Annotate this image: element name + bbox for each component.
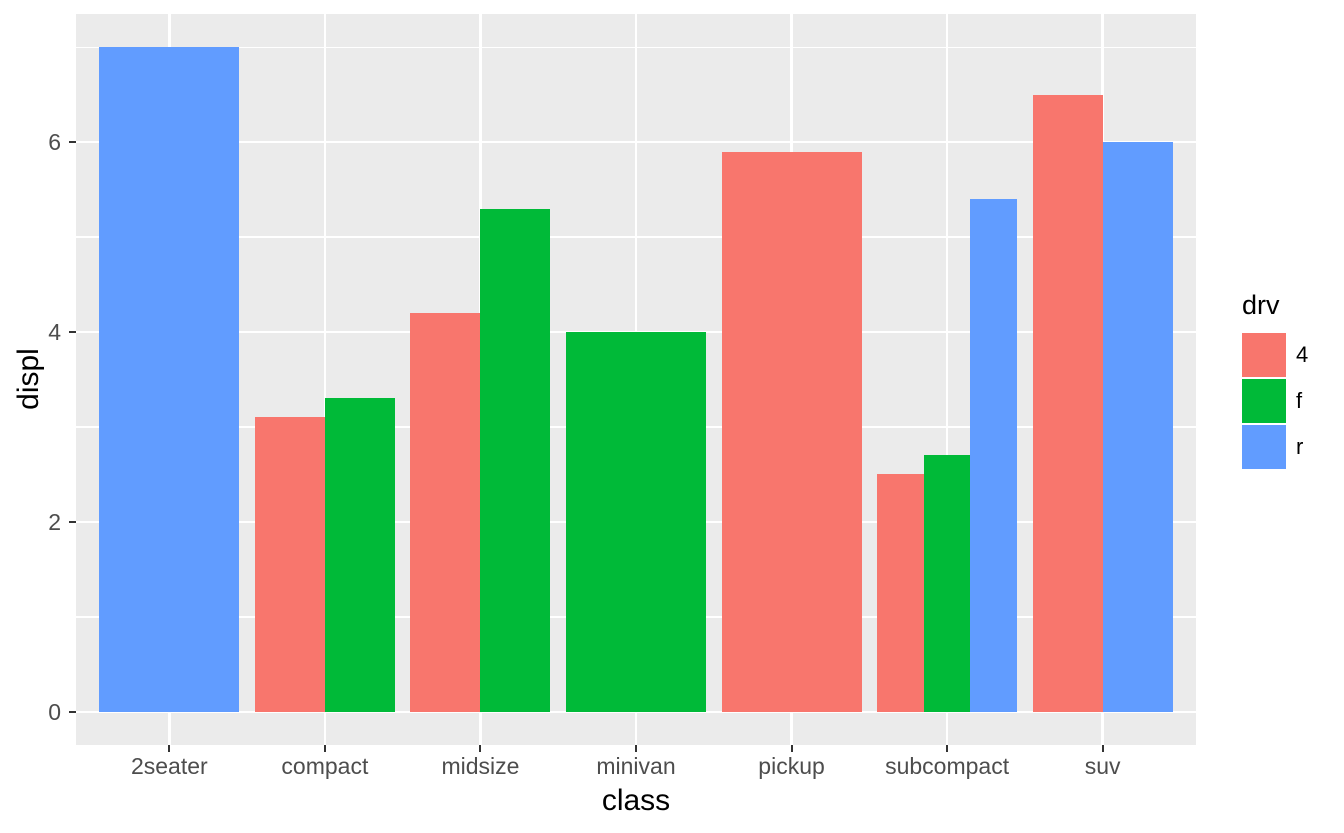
x-tick-mark	[946, 745, 949, 752]
y-tick-label: 2	[48, 508, 61, 535]
bar-2seater-drv-r	[99, 47, 240, 712]
y-tick-label: 6	[48, 129, 61, 156]
y-tick-label: 0	[48, 698, 61, 725]
bar-compact-drv-4	[254, 417, 325, 712]
bar-subcompact-drv-f	[923, 455, 971, 712]
bar-midsize-drv-f	[480, 208, 551, 712]
y-tick-mark	[69, 520, 76, 523]
bar-suv-drv-4	[1032, 94, 1103, 712]
x-tick-mark	[168, 745, 171, 752]
legend-entry-4: 4	[1242, 333, 1344, 377]
legend-title: drv	[1242, 290, 1280, 320]
legend-key-label: r	[1296, 434, 1304, 459]
x-tick-mark	[1101, 745, 1104, 752]
x-tick-label-pickup: pickup	[758, 753, 825, 779]
bar-pickup-drv-4	[721, 151, 862, 712]
x-tick-label-compact: compact	[281, 753, 369, 779]
x-tick-label-midsize: midsize	[441, 753, 520, 779]
bar-suv-drv-r	[1102, 142, 1173, 712]
legend-key-swatch	[1242, 379, 1286, 423]
x-axis-title: class	[601, 784, 671, 817]
category-gridline	[945, 14, 949, 745]
legend-key-swatch	[1242, 333, 1286, 377]
x-tick-label-suv: suv	[1084, 753, 1121, 779]
y-tick-mark	[69, 141, 76, 144]
y-tick-mark	[69, 710, 76, 713]
plot-panel	[76, 14, 1196, 745]
bar-compact-drv-f	[324, 398, 395, 712]
bar-midsize-drv-4	[410, 313, 481, 712]
bar-subcompact-drv-4	[877, 474, 924, 712]
x-tick-mark	[323, 745, 326, 752]
x-tick-mark	[790, 745, 793, 752]
x-tick-mark	[479, 745, 482, 752]
x-tick-label-subcompact: subcompact	[885, 753, 1010, 779]
x-tick-label-minivan: minivan	[596, 753, 676, 779]
bar-minivan-drv-f	[566, 332, 706, 712]
legend-entry-f: f	[1242, 379, 1344, 423]
bar-subcompact-drv-r	[970, 199, 1018, 712]
legend-key-swatch	[1242, 425, 1286, 469]
y-axis-title: displ	[12, 348, 45, 410]
legend-key-label: f	[1296, 388, 1303, 413]
category-gridline	[323, 14, 327, 745]
legend-entry-r: r	[1242, 425, 1344, 469]
y-tick-mark	[69, 331, 76, 334]
y-tick-label: 4	[48, 319, 61, 346]
legend-key-label: 4	[1296, 342, 1309, 367]
x-tick-label-2seater: 2seater	[130, 753, 208, 779]
x-tick-mark	[635, 745, 637, 752]
